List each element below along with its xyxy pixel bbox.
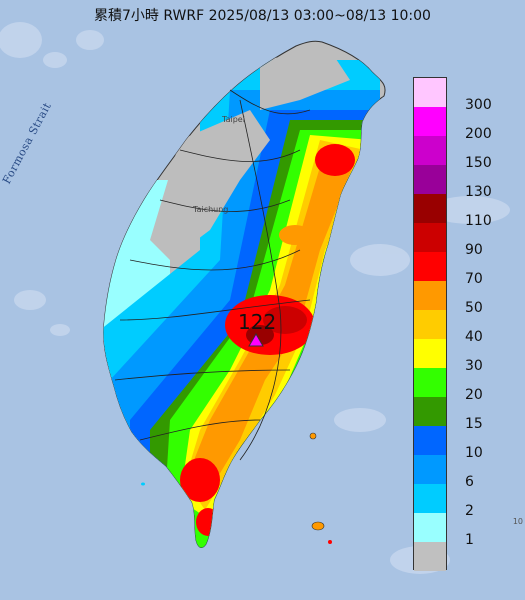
legend-label: 130 <box>465 184 492 200</box>
offshore-islands <box>141 432 332 544</box>
map-title: 累積7小時 RWRF 2025/08/13 03:00~08/13 10:00 <box>94 8 431 24</box>
legend-color-bar <box>413 77 447 571</box>
legend-label: 1 <box>465 532 474 548</box>
county-boundaries <box>114 89 311 461</box>
legend-swatch <box>414 281 446 310</box>
legend-label: 2 <box>465 503 474 519</box>
legend-label: 20 <box>465 387 483 403</box>
legend-label <box>453 555 465 584</box>
legend-label: 40 <box>465 329 483 345</box>
legend-swatch <box>414 426 446 455</box>
legend-swatch <box>414 78 446 107</box>
rainfall-field <box>103 50 380 548</box>
legend-label: 200 <box>465 126 492 142</box>
max-rainfall-marker <box>248 333 264 347</box>
legend-label: 30 <box>465 358 483 374</box>
legend-swatch <box>414 455 446 484</box>
legend: 300 200 150 130 110 90 70 50 40 30 20 15 10 6 2 1 <box>413 77 517 571</box>
legend-swatch <box>414 310 446 339</box>
legend-swatch <box>414 339 446 368</box>
max-value-label: 122 <box>238 310 277 334</box>
legend-label: 70 <box>465 271 483 287</box>
legend-swatch <box>414 368 446 397</box>
legend-label: 90 <box>465 242 483 258</box>
legend-label: 10 <box>465 445 483 461</box>
legend-swatch <box>414 194 446 223</box>
legend-label: 15 <box>465 416 483 432</box>
legend-label: 6 <box>465 474 474 490</box>
legend-swatch <box>414 107 446 136</box>
legend-swatch <box>414 542 446 571</box>
legend-labels: 300 200 150 130 110 90 70 50 40 30 20 15 10 6 2 1 <box>453 77 517 570</box>
legend-swatch <box>414 252 446 281</box>
place-label-taipei: Taipei <box>222 115 245 124</box>
legend-label: 150 <box>465 155 492 171</box>
legend-label: 300 <box>465 97 492 113</box>
legend-swatch <box>414 397 446 426</box>
legend-swatch <box>414 513 446 542</box>
legend-label: 50 <box>465 300 483 316</box>
corner-text: 10 <box>512 517 523 526</box>
place-label-taichung: Taichung <box>193 205 229 214</box>
legend-swatch <box>414 223 446 252</box>
legend-swatch <box>414 165 446 194</box>
legend-swatch <box>414 484 446 513</box>
legend-swatch <box>414 136 446 165</box>
legend-label: 110 <box>465 213 492 229</box>
